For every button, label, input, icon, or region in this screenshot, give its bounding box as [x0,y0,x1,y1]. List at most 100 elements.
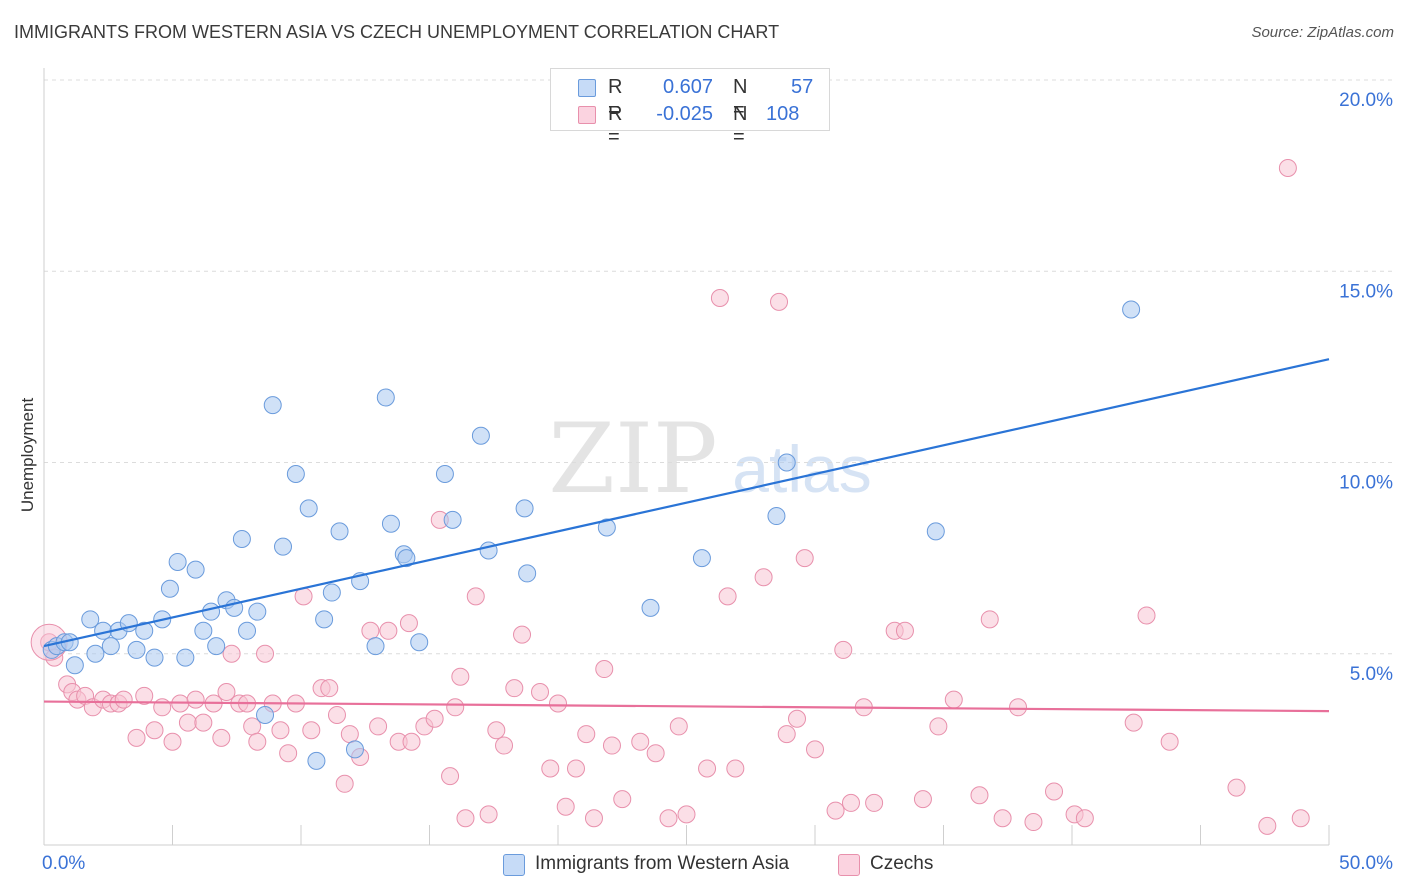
point-immigrants [286,464,305,483]
point-czechs [895,621,914,640]
watermark-atlas: atlas [732,432,871,506]
point-immigrants [410,633,429,652]
point-immigrants [145,648,164,667]
point-czechs [399,614,418,633]
point-immigrants [692,549,711,568]
point-czechs [320,679,339,698]
point-czechs [446,698,465,717]
point-czechs [841,793,860,812]
point-czechs [826,801,845,820]
point-immigrants [194,621,213,640]
point-czechs [595,660,614,679]
point-czechs [659,809,678,828]
point-czechs [549,694,567,713]
legend-r-value: 0.607 [662,76,713,98]
legend-n-value: 57 [791,76,814,98]
point-immigrants [232,530,251,548]
point-czechs [1291,809,1310,828]
point-czechs [1160,732,1179,751]
legend-r-label: R = [608,103,623,148]
point-czechs [222,644,241,663]
legend-n-label: N = [733,103,748,148]
point-czechs [369,717,388,736]
point-czechs [646,744,665,763]
point-czechs [256,644,275,663]
point-immigrants [186,560,205,579]
point-czechs [1124,713,1143,732]
point-immigrants [315,610,334,629]
point-czechs [929,717,948,736]
point-czechs [677,805,696,824]
y-tick-label: 20.0% [1339,90,1393,111]
point-immigrants [767,507,786,526]
point-immigrants [641,598,660,617]
point-immigrants [518,564,537,583]
point-immigrants [471,426,490,445]
point-czechs [513,625,532,644]
point-czechs [402,732,421,751]
point-immigrants [248,602,267,621]
point-immigrants [1122,300,1141,319]
point-czechs [698,759,717,778]
point-immigrants [263,396,282,415]
point-immigrants [435,464,454,483]
point-czechs [361,621,380,640]
point-immigrants [926,522,945,541]
watermark: ZIP atlas [548,403,871,515]
point-czechs [944,690,963,709]
legend-label-czechs: Czechs [870,853,934,874]
point-czechs [1137,606,1156,625]
point-immigrants [101,637,120,656]
point-czechs [754,568,773,587]
point-immigrants [238,621,257,640]
trend-lines [43,358,1330,713]
point-czechs [834,640,853,659]
point-czechs [466,587,485,606]
point-immigrants [81,610,100,629]
point-czechs [710,289,729,308]
trend-line-czechs [43,700,1330,713]
legend-swatch-pink [578,106,596,124]
point-immigrants [345,740,364,759]
point-czechs [212,728,231,747]
point-immigrants [597,518,616,537]
point-czechs [163,732,182,751]
point-czechs [217,683,236,701]
point-czechs [726,759,745,778]
point-czechs [479,805,498,824]
point-czechs [777,725,796,744]
point-immigrants [515,499,534,518]
point-immigrants [381,514,400,533]
point-czechs [495,736,514,755]
point-czechs [379,621,398,640]
point-czechs [613,790,632,809]
point-czechs [178,713,197,732]
point-czechs [718,587,737,606]
point-czechs [425,709,444,728]
point-czechs [127,728,146,747]
point-immigrants [322,583,341,602]
point-immigrants [330,522,349,541]
point-czechs [505,679,524,698]
legend-n-label: N = [733,76,748,121]
x-tick-label: 0.0% [42,853,85,874]
point-czechs [541,759,560,778]
y-tick-label: 10.0% [1339,473,1393,494]
point-czechs [584,809,603,828]
point-immigrants [65,656,84,675]
y-tick-label: 5.0% [1350,664,1393,685]
gridlines [44,79,1393,655]
point-czechs [456,809,475,828]
point-czechs [194,713,213,732]
point-immigrants [86,644,105,663]
point-czechs [145,721,164,740]
point-immigrants [299,499,318,518]
point-immigrants [202,602,221,621]
series-immigrants-western-asia [42,300,1141,770]
point-immigrants [256,705,275,724]
point-czechs [441,767,460,786]
point-czechs [556,797,575,816]
axes [43,68,1330,846]
point-czechs [602,736,621,755]
